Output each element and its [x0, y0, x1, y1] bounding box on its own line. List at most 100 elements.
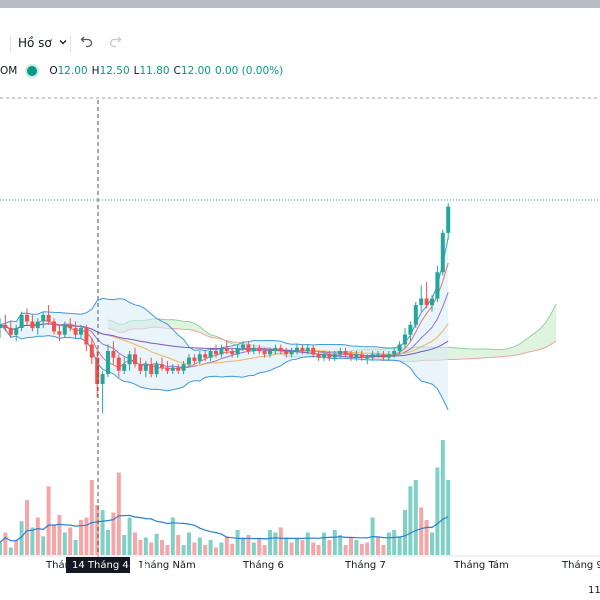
volume-bar	[440, 440, 445, 555]
candle-body	[349, 354, 353, 358]
candle-body	[322, 354, 326, 358]
x-tick-label: Tháng Năm	[137, 559, 196, 571]
candle-body	[160, 364, 164, 368]
candle-body	[100, 374, 105, 384]
candle-body	[187, 357, 191, 365]
volume-bar	[181, 545, 186, 555]
candle-body	[343, 351, 348, 355]
candle-body	[89, 344, 94, 358]
volume-bar	[359, 543, 364, 556]
open-value: 12.00	[57, 65, 88, 77]
candle-body	[446, 206, 451, 233]
volume-bar	[300, 540, 305, 555]
volume-bar	[35, 517, 40, 555]
candle-body	[46, 314, 51, 322]
candle-body	[62, 324, 67, 335]
volume-bar	[122, 535, 127, 555]
volume-bar	[170, 517, 175, 555]
top-border-bar	[0, 0, 600, 8]
volume-bar	[262, 545, 267, 555]
candle-body	[246, 344, 251, 352]
candle-body	[268, 351, 272, 355]
candle-body	[219, 347, 224, 355]
candle-body	[197, 354, 202, 361]
volume-bar	[365, 542, 370, 555]
candle-body	[224, 347, 229, 352]
volume-bar	[203, 545, 208, 555]
volume-bar	[0, 542, 2, 555]
volume-bar	[165, 545, 170, 555]
candle-body	[165, 367, 170, 371]
candle-body	[408, 324, 413, 335]
candle-body	[30, 321, 35, 329]
bollinger-upper	[0, 237, 449, 352]
volume-bar	[386, 532, 391, 555]
volume-bar	[154, 533, 159, 556]
volume-bar	[322, 532, 326, 555]
volume-bar	[316, 545, 321, 555]
volume-bar	[46, 486, 51, 556]
bollinger-fill	[0, 237, 449, 410]
candle-body	[332, 354, 337, 358]
volume-bar	[160, 540, 164, 555]
volume-bar	[338, 535, 343, 555]
candle-body	[354, 354, 359, 358]
volume-bar	[8, 547, 13, 555]
change-value: 0.00 (0.00%)	[214, 65, 284, 77]
crosshair-date-label: 14 Tháng 4 '25	[72, 559, 147, 571]
redo-icon[interactable]	[108, 34, 122, 52]
candle-body	[257, 347, 262, 352]
low-label: L	[133, 65, 140, 77]
volume-bar	[343, 545, 348, 555]
candle-body	[251, 347, 256, 352]
volume-bar	[84, 517, 89, 555]
candle-body	[435, 272, 440, 299]
volume-bar	[284, 537, 289, 555]
candle-body	[403, 334, 407, 345]
candle-body	[95, 357, 100, 384]
candle-body	[0, 324, 2, 329]
candle-body	[170, 367, 175, 371]
bollinger-bands	[0, 237, 449, 411]
profile-dropdown[interactable]: Hồ sơ	[18, 36, 68, 50]
volume-bar	[62, 532, 67, 555]
volume-bar	[41, 536, 46, 556]
candle-body	[284, 351, 289, 355]
volume-bar	[430, 532, 434, 555]
time-axis: Tháng Tháng Năm Tháng 6 Tháng 7 Tháng Tá…	[45, 557, 600, 596]
volume-bar	[273, 532, 278, 555]
close-label: C	[173, 65, 181, 77]
candle-body	[8, 328, 13, 335]
close-value: 12.00	[180, 65, 211, 77]
toolbar-separator	[70, 36, 71, 52]
candle-body	[295, 347, 299, 352]
candles	[0, 203, 451, 414]
candle-body	[273, 347, 278, 352]
undo-icon[interactable]	[80, 34, 94, 52]
candle-body	[111, 351, 116, 358]
volume-bar	[79, 520, 83, 555]
x-tick-label: Tháng 9	[561, 559, 600, 571]
candle-body	[214, 351, 218, 355]
market-status-icon	[27, 66, 38, 76]
volume-bar	[127, 517, 132, 555]
candle-body	[208, 351, 213, 358]
toolbar-separator	[10, 36, 11, 52]
candle-body	[376, 354, 380, 356]
volume-bar	[403, 510, 407, 555]
volume-bar	[424, 520, 429, 555]
candle-body	[327, 354, 332, 358]
volume-bar	[89, 480, 94, 555]
symbol-label: OM	[0, 65, 18, 77]
candle-body	[143, 364, 148, 371]
candle-body	[305, 347, 310, 352]
candle-body	[41, 314, 46, 322]
volume-bar	[192, 542, 197, 555]
volume-bar	[408, 486, 413, 556]
volume-bar	[376, 537, 380, 555]
volume-bar	[435, 467, 440, 555]
candle-body	[73, 328, 78, 335]
crosshair-label-bg	[66, 557, 130, 573]
volume-bar	[138, 540, 143, 555]
